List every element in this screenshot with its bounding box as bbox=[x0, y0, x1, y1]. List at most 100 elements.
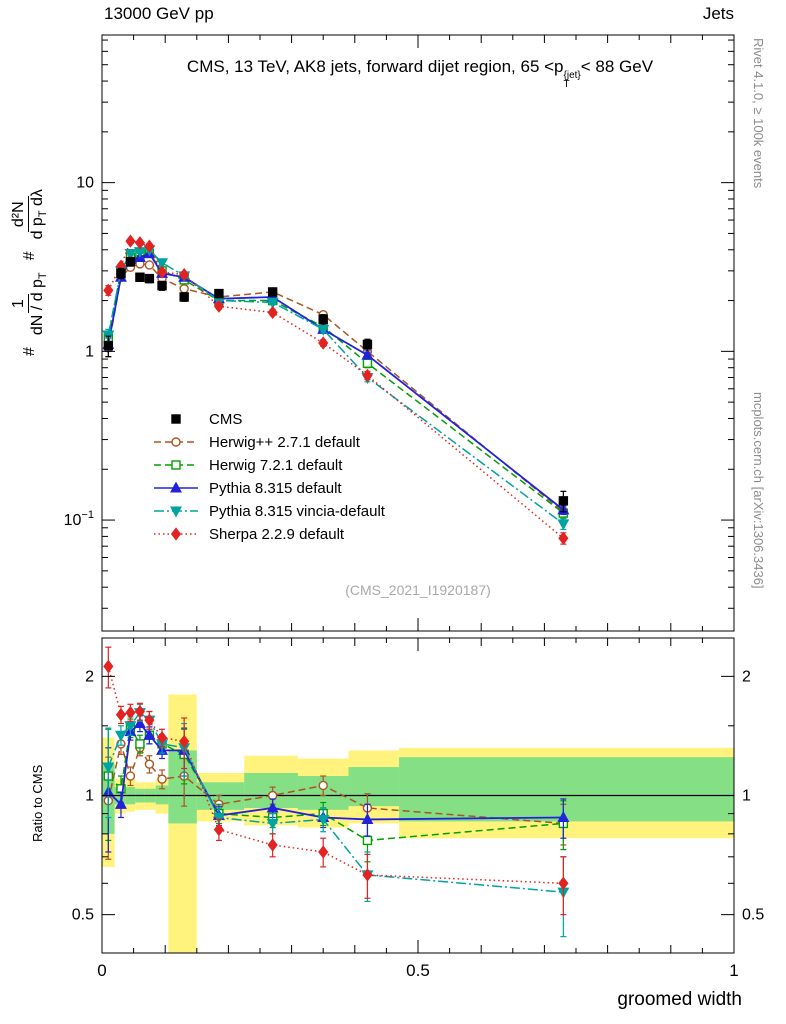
vincia-legend-sample-icon bbox=[154, 506, 198, 518]
cms-square-marker bbox=[125, 256, 136, 267]
pt-supsub: {jet} T bbox=[563, 70, 581, 90]
plot-title: CMS, 13 TeV, AK8 jets, forward dijet reg… bbox=[96, 57, 744, 90]
sherpa-diamond-marker bbox=[170, 527, 182, 541]
sherpa-diamond-marker bbox=[558, 876, 569, 890]
sherpa-diamond-marker bbox=[179, 734, 190, 749]
cms-square-marker bbox=[135, 272, 145, 282]
sherpa-diamond-marker bbox=[213, 822, 225, 837]
herwigpp-legend-sample-icon bbox=[154, 437, 198, 447]
legend: CMS Herwig++ 2.7.1 default Herwig 7.2.1 de… bbox=[152, 410, 385, 543]
pythia-legend-sample-icon bbox=[154, 481, 198, 493]
ylabel-hash-1: # bbox=[21, 347, 39, 356]
legend-item-cms: CMS bbox=[152, 410, 385, 428]
pythia-triangle-up-marker bbox=[143, 728, 156, 740]
sherpa-diamond-marker bbox=[267, 305, 278, 320]
cms-square-marker bbox=[179, 292, 189, 302]
cms-square-marker bbox=[318, 314, 328, 324]
legend-label-cms: CMS bbox=[209, 410, 243, 428]
sherpa-diamond-marker bbox=[125, 234, 136, 248]
sherpa-diamond-marker bbox=[267, 838, 278, 852]
cms-square-marker bbox=[558, 496, 569, 506]
main-y-tick-label: 10−1 bbox=[64, 509, 94, 529]
vincia-triangle-down-marker bbox=[266, 297, 279, 309]
herwig7-square-marker bbox=[135, 739, 145, 749]
tick-labels-layer: 10 1 10−1 2 2 1 1 0.5 0.5 0 0.5 1 bbox=[64, 175, 765, 980]
pt-subscript: T bbox=[563, 79, 570, 90]
sherpa-diamond-marker bbox=[318, 336, 329, 350]
herwig7-square-marker bbox=[362, 358, 373, 368]
sherpa-diamond-marker bbox=[134, 704, 146, 719]
x-tick-label: 0.5 bbox=[406, 961, 430, 980]
x-tick-label: 1 bbox=[729, 961, 738, 980]
ylabel-fraction-1: 1 dN / d pT bbox=[10, 272, 50, 336]
cms-square-marker bbox=[116, 268, 126, 279]
sherpa-diamond-marker bbox=[103, 283, 114, 297]
mcplots-attribution-label: mcplots.cern.ch [arXiv:1306.3436] bbox=[751, 392, 766, 589]
legend-item-pythia: Pythia 8.315 default bbox=[152, 479, 385, 497]
x-axis-title: groomed width bbox=[617, 989, 742, 1010]
header-analysis-group: Jets bbox=[702, 4, 734, 23]
sherpa-diamond-marker bbox=[144, 239, 155, 253]
sherpa-diamond-marker bbox=[125, 705, 136, 720]
pythia-triangle-up-marker bbox=[266, 801, 279, 813]
vincia-triangle-down-marker bbox=[102, 762, 115, 774]
data-series-layer bbox=[102, 234, 570, 938]
herwigpp-circle-marker bbox=[171, 437, 181, 447]
sherpa-diamond-marker bbox=[318, 845, 329, 859]
ratio-y-tick-label-left: 2 bbox=[85, 668, 94, 685]
cms-square-marker bbox=[103, 341, 114, 351]
cms-square-marker bbox=[362, 339, 373, 350]
sherpa-diamond-marker bbox=[213, 299, 225, 313]
analysis-id-watermark: (CMS_2021_I1920187) bbox=[345, 582, 491, 598]
cms-legend-sample-icon bbox=[171, 414, 181, 424]
pythia-triangle-up-marker bbox=[557, 811, 570, 822]
ratio-y-tick-label-left: 1 bbox=[85, 788, 94, 805]
ylabel-hash-2: # bbox=[21, 251, 39, 261]
vincia-triangle-down-marker bbox=[124, 249, 137, 260]
yellow-uncertainty-band bbox=[168, 694, 197, 953]
pt-superscript: {jet} bbox=[563, 70, 581, 81]
herwig7-legend-sample-icon bbox=[154, 460, 198, 470]
main-series-sherpa bbox=[103, 234, 569, 545]
sherpa-diamond-marker bbox=[103, 659, 114, 673]
pythia-triangle-up-marker bbox=[170, 481, 182, 493]
sherpa-diamond-marker bbox=[144, 713, 155, 727]
herwigpp-circle-marker bbox=[157, 774, 167, 784]
pythia-line bbox=[107, 722, 564, 821]
vincia-triangle-down-marker bbox=[317, 814, 330, 826]
cms-square-marker bbox=[171, 414, 181, 424]
legend-item-vincia: Pythia 8.315 vincia-default bbox=[152, 502, 385, 520]
main-series-cms bbox=[103, 256, 569, 513]
sherpa-diamond-marker bbox=[115, 708, 127, 722]
vincia-triangle-down-marker bbox=[124, 721, 137, 733]
legend-item-sherpa: Sherpa 2.2.9 default bbox=[152, 525, 385, 543]
header-beam-energy: 13000 GeV pp bbox=[104, 4, 214, 23]
herwigpp-circle-marker bbox=[144, 260, 155, 270]
herwig7-square-marker bbox=[362, 835, 373, 846]
herwigpp-circle-marker bbox=[318, 780, 328, 791]
ratio-y-tick-label-left: 0.5 bbox=[72, 907, 94, 924]
legend-label-herwigpp: Herwig++ 2.7.1 default bbox=[209, 433, 360, 451]
sherpa-diamond-marker bbox=[558, 531, 569, 545]
vincia-triangle-down-marker bbox=[212, 812, 225, 824]
sherpa-diamond-marker bbox=[134, 236, 146, 250]
green-uncertainty-band bbox=[168, 750, 197, 824]
pythia-triangle-up-marker bbox=[361, 348, 374, 360]
axis-ticks-layer bbox=[101, 35, 735, 954]
herwigpp-line bbox=[107, 740, 564, 825]
pythia-triangle-up-marker bbox=[114, 797, 127, 809]
sherpa-legend-sample-icon bbox=[154, 527, 198, 541]
vincia-triangle-down-marker bbox=[170, 506, 182, 518]
ratio-uncertainty-bands-layer bbox=[102, 694, 734, 953]
sherpa-diamond-marker bbox=[156, 731, 168, 745]
cms-square-marker bbox=[267, 287, 278, 297]
legend-label-herwig7: Herwig 7.2.1 default bbox=[209, 456, 343, 474]
herwigpp-circle-marker bbox=[125, 771, 136, 781]
vincia-triangle-down-marker bbox=[317, 324, 330, 336]
ratio-y-tick-label-right: 0.5 bbox=[742, 907, 764, 924]
ratio-y-tick-label-right: 2 bbox=[742, 668, 751, 685]
herwig7-square-marker bbox=[171, 460, 181, 470]
vincia-triangle-down-marker bbox=[156, 258, 169, 270]
green-uncertainty-band bbox=[244, 772, 298, 808]
